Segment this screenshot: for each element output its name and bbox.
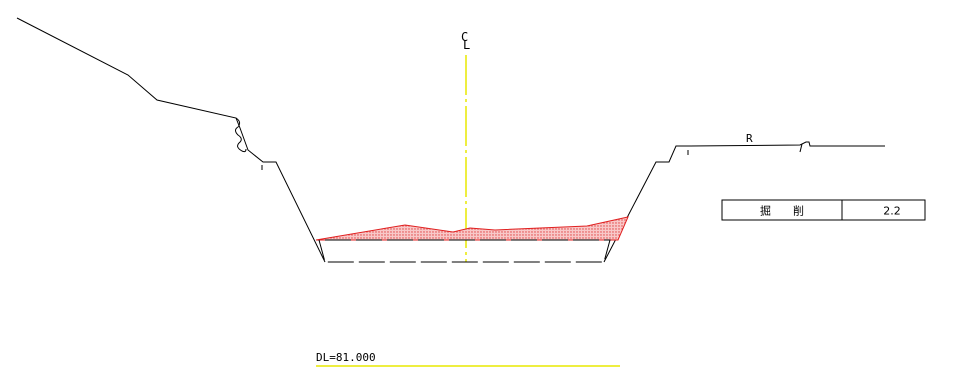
left-slope-rock-marks [235,117,247,153]
datum-label: DL=81.000 [316,351,376,364]
right-ground-line [603,141,885,263]
left-ground-line [16,17,326,263]
channel-outline [318,239,611,263]
excavation-area [315,216,629,241]
quantity-value: 2.2 [883,205,901,218]
centerline-label-l: L [463,38,470,52]
right-ground-tick [799,143,803,153]
centerline-label-c: C [461,30,468,44]
quantity-item-label: 掘 削 [760,204,804,218]
right-side-label: R [746,132,753,145]
quantity-table: 掘 削 2.2 [721,199,926,221]
